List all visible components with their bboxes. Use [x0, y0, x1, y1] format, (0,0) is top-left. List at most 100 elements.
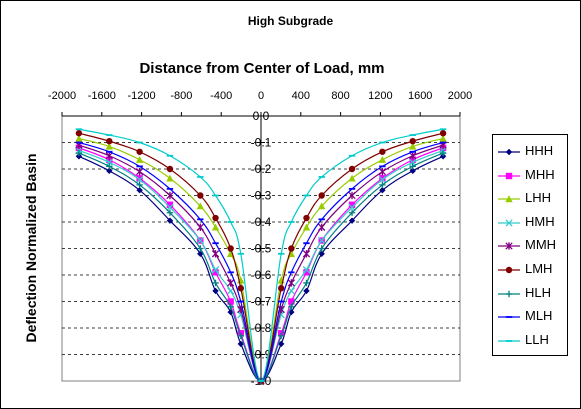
data-point-mhh [348, 201, 356, 208]
legend-label: HLH [525, 284, 552, 300]
y-tick-label: -0.6 [251, 268, 272, 282]
y-tick-label: 0.0 [253, 109, 270, 123]
legend-swatch-lmh [498, 266, 520, 274]
data-point-lmh [237, 285, 245, 292]
series-llh [75, 128, 447, 382]
legend-marker [505, 195, 513, 203]
data-point-hlh [75, 149, 83, 157]
x-tick-label: -1600 [88, 90, 116, 102]
data-point-hlh [303, 279, 310, 287]
data-point-lmh [136, 148, 143, 155]
data-point-hlh [106, 163, 113, 170]
legend-marker [505, 148, 513, 156]
x-tick-label: 1200 [368, 90, 392, 102]
data-point-hhh [212, 287, 219, 295]
x-tick-label: -1200 [128, 90, 156, 102]
legend-label: LHH [525, 190, 552, 206]
legend-label: MHH [525, 166, 555, 182]
data-point-hmh [135, 175, 144, 184]
data-point-hhh [166, 217, 174, 224]
x-tick-label: 800 [331, 90, 349, 102]
data-point-hhh [379, 187, 386, 194]
data-point-lhh [302, 223, 311, 231]
data-point-hmh [318, 236, 326, 245]
legend-item-lmh: LMH [497, 259, 567, 283]
data-point-lhh [75, 134, 83, 142]
data-point-lmh [227, 245, 234, 252]
legend-item-llh: LLH [497, 330, 567, 354]
data-point-lhh [348, 174, 356, 182]
data-point-hhh [106, 167, 113, 175]
y-tick-label: -0.9 [251, 348, 272, 362]
y-tick-label: -0.5 [251, 242, 272, 256]
legend-label: HHH [525, 143, 554, 158]
data-point-mhh [166, 201, 174, 208]
chart-title: High Subgrade [247, 14, 334, 28]
data-point-lmh [409, 137, 416, 145]
data-point-lmh [303, 214, 310, 222]
data-point-mhh [212, 269, 219, 276]
legend-marker [505, 219, 513, 227]
data-point-lmh [288, 245, 295, 252]
y-tick-label: -0.4 [251, 215, 272, 229]
data-point-hmh [378, 175, 387, 184]
legend-swatch-llh [498, 339, 520, 342]
data-point-mmh [211, 250, 220, 258]
data-point-lmh [277, 285, 285, 292]
x-axis-title: Distance from Center of Load, mm [139, 60, 385, 77]
data-point-hhh [277, 340, 285, 348]
data-point-mmh [105, 152, 113, 160]
data-point-hlh [318, 245, 325, 252]
data-point-mhh [136, 175, 143, 182]
legend-label: LMH [525, 261, 553, 276]
data-point-lhh [211, 223, 220, 231]
data-point-hmh [105, 158, 113, 167]
data-point-lhh [135, 156, 144, 163]
data-point-hmh [196, 236, 204, 245]
data-point-mhh [288, 298, 295, 305]
y-tick-label: -0.7 [251, 295, 272, 309]
legend-swatch-hhh [498, 148, 520, 156]
data-point-lhh [317, 202, 326, 210]
data-point-mmh [302, 250, 311, 258]
legend-item-hmh: HMH [497, 212, 567, 236]
y-tick-label: -0.1 [251, 136, 272, 150]
data-point-lmh [106, 137, 113, 145]
data-point-mhh [227, 298, 234, 305]
data-point-lhh [105, 142, 113, 150]
data-point-lhh [196, 202, 205, 210]
legend-marker [505, 242, 513, 251]
y-tick-label: -0.3 [251, 189, 272, 203]
x-tick-label: 1600 [408, 90, 432, 102]
data-point-lmh [439, 130, 447, 137]
legend-label: HMH [525, 213, 555, 229]
data-point-hlh [237, 332, 245, 340]
data-point-lmh [318, 192, 325, 199]
data-point-lhh [378, 156, 387, 163]
data-point-mmh [287, 279, 296, 287]
data-point-lmh [75, 130, 83, 137]
data-point-mmh [226, 279, 235, 287]
data-point-hlh [348, 209, 356, 216]
legend-item-hlh: HLH [497, 283, 567, 307]
data-point-lhh [439, 134, 447, 142]
legend-swatch-mmh [498, 242, 520, 251]
data-point-mhh [106, 156, 113, 163]
data-point-mhh [379, 175, 386, 182]
data-point-hlh [197, 245, 204, 252]
data-point-mmh [378, 167, 387, 176]
data-point-mmh [318, 223, 326, 231]
y-tick-label: -0.8 [251, 321, 272, 335]
legend-marker [505, 172, 513, 179]
data-point-hlh [379, 181, 386, 189]
data-point-mmh [409, 152, 417, 160]
legend-item-mhh: MHH [497, 165, 567, 189]
data-point-mhh [409, 156, 416, 163]
legend-item-mmh: MMH [497, 235, 567, 259]
data-point-hmh [166, 203, 174, 212]
data-point-lhh [409, 142, 417, 150]
legend-item-mlh: MLH [497, 306, 567, 330]
data-point-hmh [409, 158, 417, 167]
data-point-hmh [211, 266, 220, 274]
